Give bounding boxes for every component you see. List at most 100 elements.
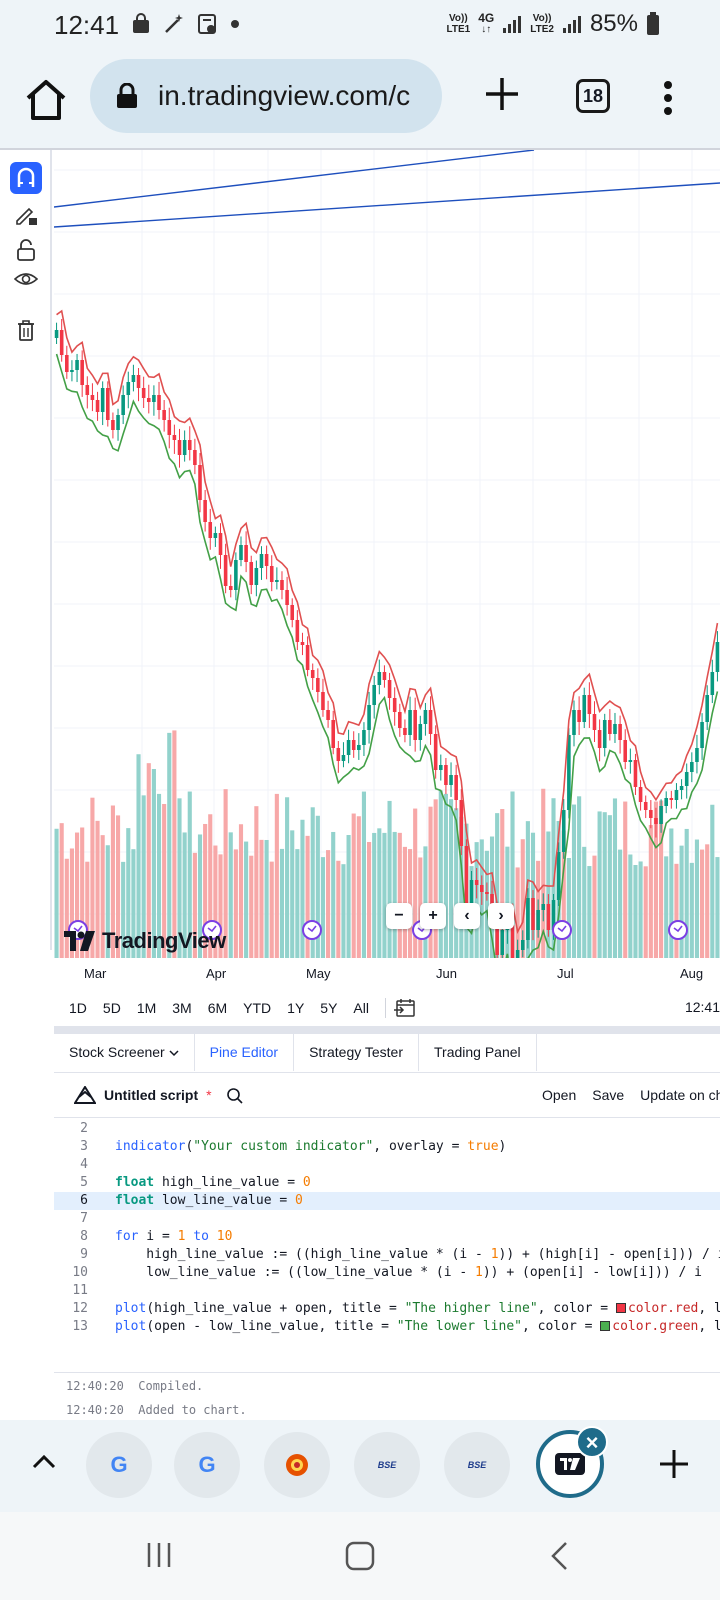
candle-body — [541, 904, 546, 910]
volume-bar — [367, 842, 372, 958]
tab-bse-1[interactable]: BSE — [354, 1432, 420, 1498]
visibility-button[interactable] — [10, 264, 42, 296]
event-marker-glyph — [207, 925, 217, 933]
month-label: Jul — [557, 966, 574, 981]
candle-body — [152, 395, 156, 402]
volume-bar — [669, 828, 674, 958]
tab-strategy-tester[interactable]: Strategy Tester — [309, 1044, 403, 1060]
scroll-left-button[interactable]: ‹ — [454, 903, 480, 929]
tab-stock-screener[interactable]: Stock Screener — [54, 1044, 194, 1060]
panel-divider[interactable] — [54, 1026, 720, 1034]
code-line-active: 6 float low_line_value = 0 — [54, 1192, 720, 1210]
back-icon[interactable] — [548, 1540, 572, 1572]
zoom-in-button[interactable]: + — [420, 903, 446, 929]
candle-body — [105, 388, 110, 420]
code-editor[interactable]: 2 3 indicator("Your custom indicator", ov… — [54, 1120, 720, 1380]
timeframe-1y[interactable]: 1Y — [287, 1000, 305, 1016]
plus-icon[interactable] — [482, 74, 522, 114]
lock-icon — [117, 83, 137, 108]
address-bar[interactable]: in.tradingview.com/c — [90, 59, 442, 133]
open-button[interactable]: Open — [542, 1087, 577, 1103]
tab-bse-2[interactable]: BSE — [444, 1432, 510, 1498]
search-icon[interactable] — [226, 1087, 244, 1105]
volume-bar — [290, 830, 295, 958]
volume-bar — [110, 805, 115, 958]
color-swatch-green[interactable] — [600, 1321, 611, 1331]
event-marker-glyph — [557, 925, 567, 933]
timeframe-all[interactable]: All — [353, 1000, 369, 1016]
time-axis[interactable]: Mar Apr May Jun Jul Aug — [54, 958, 720, 988]
zoom-out-button[interactable]: − — [386, 903, 412, 929]
candle-body — [710, 672, 715, 695]
candle-body — [167, 420, 172, 435]
menu-dots-icon[interactable] — [656, 78, 680, 118]
timeframe-1d[interactable]: 1D — [69, 1000, 87, 1016]
candle-body — [372, 685, 376, 705]
tab-app[interactable] — [264, 1432, 330, 1498]
volume-bar — [203, 823, 208, 958]
price-chart[interactable] — [54, 150, 720, 958]
chevron-down-icon — [169, 1050, 179, 1057]
chevron-up-icon[interactable] — [30, 1448, 58, 1476]
home-icon[interactable] — [22, 76, 70, 124]
volume-bar — [448, 799, 454, 958]
volume-bar — [653, 801, 659, 958]
tab-divider — [193, 1033, 195, 1071]
recent-apps-icon[interactable] — [144, 1540, 174, 1570]
tab-count-button[interactable]: 18 — [576, 79, 610, 113]
trendline — [54, 182, 720, 228]
month-label: Jun — [436, 966, 457, 981]
chart-canvas[interactable] — [54, 150, 720, 958]
tab-google-2[interactable]: G — [174, 1432, 240, 1498]
home-nav-icon[interactable] — [344, 1540, 376, 1572]
volume-bar — [300, 819, 305, 958]
volume-bar — [238, 824, 244, 958]
candle-body — [546, 904, 551, 930]
drawing-lock-button[interactable] — [10, 198, 42, 230]
timeframe-5y[interactable]: 5Y — [320, 1000, 338, 1016]
close-tab-button[interactable]: × — [576, 1426, 608, 1458]
candle-body — [623, 740, 628, 762]
volume-bar — [136, 754, 141, 958]
candle-body — [131, 375, 136, 382]
volume-bar — [279, 848, 285, 958]
volume-bar — [315, 815, 320, 958]
candle-body — [80, 360, 84, 385]
dot-icon — [231, 20, 239, 28]
url-text: in.tradingview.com/c — [158, 80, 411, 111]
update-on-chart-button[interactable]: Update on cha — [640, 1087, 720, 1103]
tab-google-1[interactable]: G — [86, 1432, 152, 1498]
calendar-goto-icon[interactable] — [393, 998, 416, 1018]
volume-bar — [64, 858, 69, 958]
candle-body — [392, 698, 397, 712]
candle-body — [582, 695, 587, 722]
new-tab-plus-icon[interactable] — [656, 1446, 692, 1482]
timeframe-3m[interactable]: 3M — [172, 1000, 192, 1016]
script-name-button[interactable]: Untitled script * — [74, 1086, 212, 1104]
color-swatch-red[interactable] — [615, 1303, 626, 1313]
candle-body — [428, 710, 433, 734]
scroll-right-button[interactable]: › — [488, 903, 514, 929]
timeframe-5d[interactable]: 5D — [102, 1000, 121, 1016]
magnet-button[interactable] — [10, 162, 42, 194]
candle-body — [377, 672, 382, 685]
timeframe-1m[interactable]: 1M — [136, 1000, 157, 1016]
candle-body — [526, 898, 530, 940]
delete-drawings-button[interactable] — [10, 314, 42, 346]
pine-editor-header: Untitled script * Open Save Update on ch… — [54, 1072, 720, 1118]
candle-body — [587, 695, 592, 714]
timeframe-ytd[interactable]: YTD — [243, 1000, 272, 1016]
candle-body — [403, 728, 407, 735]
lock-button[interactable] — [10, 234, 42, 266]
save-button[interactable]: Save — [592, 1087, 625, 1103]
tab-pine-editor[interactable]: Pine Editor — [209, 1044, 279, 1060]
tab-tradingview-active[interactable] — [536, 1430, 604, 1498]
candle-body — [628, 760, 633, 762]
candle-body — [608, 720, 612, 734]
candle-body — [357, 745, 361, 750]
browser-tab-strip: G G BSE BSE × — [0, 1420, 720, 1512]
candle-body — [418, 724, 423, 740]
candle-body — [510, 925, 515, 958]
timeframe-6m[interactable]: 6M — [207, 1000, 228, 1016]
tab-trading-panel[interactable]: Trading Panel — [434, 1044, 521, 1060]
